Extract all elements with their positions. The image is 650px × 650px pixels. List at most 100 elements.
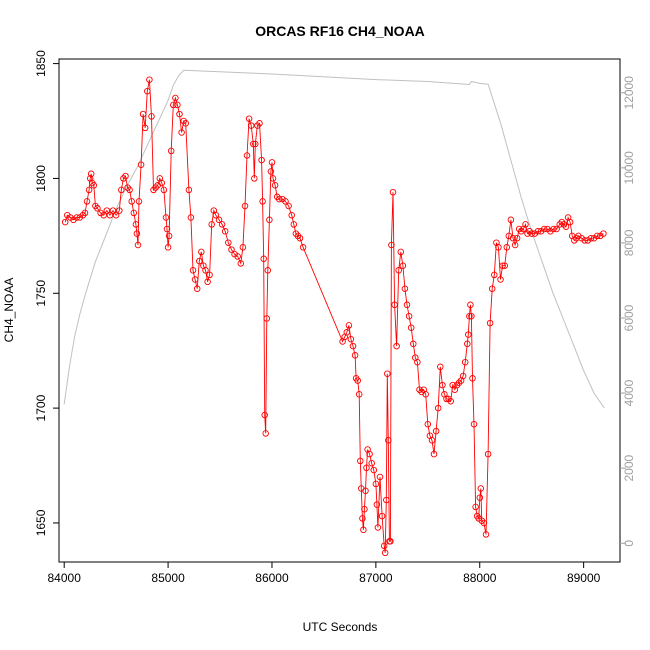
ch4-point <box>464 340 471 348</box>
ch4-point <box>439 381 446 389</box>
ch4-point <box>106 211 114 219</box>
y-tick-label: 1850 <box>34 50 48 77</box>
ch4-point <box>424 420 432 428</box>
ch4-series <box>61 76 607 557</box>
ch4-point <box>484 450 492 458</box>
ch4-point <box>112 211 120 219</box>
ch4-point <box>362 487 369 495</box>
ch4-point <box>165 232 173 240</box>
ch4-point <box>540 225 548 233</box>
y-axis-label: CH4_NOAA <box>2 278 16 343</box>
ch4-point <box>187 214 195 221</box>
ch4-point <box>600 230 607 237</box>
right-y-tick-label: 8000 <box>622 229 636 256</box>
ch4-point <box>366 450 373 458</box>
ch4-point <box>469 375 476 382</box>
ch4-point <box>497 276 504 283</box>
ch4-point <box>132 221 140 228</box>
ch4-point <box>359 515 366 522</box>
ch4-point <box>459 372 467 380</box>
ch4-point <box>241 202 249 210</box>
ch4-point <box>405 312 413 320</box>
ch4-point <box>73 214 80 221</box>
ch4-point <box>215 216 223 224</box>
ch4-point <box>461 358 469 366</box>
ch4-point <box>553 225 560 233</box>
ch4-point <box>571 237 578 244</box>
ch4-point <box>261 411 268 419</box>
y-tick-label: 1750 <box>34 280 48 307</box>
ch4-point <box>428 437 436 444</box>
altitude-line <box>63 69 605 409</box>
ch4-point <box>499 262 506 269</box>
ch4-point <box>389 188 397 196</box>
ch4-point <box>269 175 277 182</box>
ch4-point <box>172 94 179 102</box>
ch4-point <box>268 159 276 166</box>
ch4-point <box>550 225 557 233</box>
ch4-point <box>256 120 263 127</box>
ch4-point <box>397 248 405 256</box>
ch4-point <box>139 110 147 118</box>
ch4-point <box>466 312 473 320</box>
ch4-point <box>126 186 133 194</box>
ch4-point <box>480 519 488 527</box>
ch4-point <box>250 140 257 148</box>
ch4-point <box>587 234 595 242</box>
ch4-point <box>410 340 417 348</box>
ch4-point <box>393 342 400 350</box>
ch4-point <box>90 182 98 189</box>
ch4-point <box>167 147 175 155</box>
right-y-tick-label: 4000 <box>622 379 636 406</box>
ch4-point <box>380 542 388 550</box>
ch4-point <box>360 526 367 534</box>
ch4-point <box>103 207 111 214</box>
ch4-point <box>239 244 247 251</box>
ch4-point <box>144 87 151 95</box>
ch4-point <box>395 267 402 274</box>
ch4-point <box>176 110 183 118</box>
ch4-point <box>174 101 181 109</box>
ch4-point <box>378 512 386 520</box>
right-y-tick-label: 0 <box>622 540 636 547</box>
ch4-point <box>158 179 166 187</box>
plot-frame <box>58 58 621 563</box>
ch4-point <box>118 186 125 194</box>
ch4-point <box>391 301 398 309</box>
ch4-line <box>64 79 604 553</box>
ch4-point <box>437 363 444 371</box>
ch4-point <box>347 335 355 343</box>
y-tick-label: 1700 <box>34 394 48 421</box>
right-y-tick-label: 6000 <box>622 304 636 331</box>
ch4-point <box>357 457 364 465</box>
ch4-point <box>198 248 205 256</box>
ch4-point <box>81 209 89 217</box>
ch4-point <box>355 391 363 398</box>
ch4-point <box>141 124 149 132</box>
ch4-point <box>354 377 361 384</box>
ch4-point <box>374 524 382 531</box>
ch4-point <box>83 198 91 205</box>
ch4-point <box>221 228 229 235</box>
ch4-point <box>243 152 251 159</box>
ch4-point <box>351 352 359 359</box>
ch4-point <box>185 186 193 194</box>
ch4-point <box>422 391 429 398</box>
ch4-point <box>343 329 351 336</box>
ch4-point <box>163 225 171 233</box>
ch4-point <box>472 503 479 511</box>
ch4-point <box>275 195 283 203</box>
ch4-point <box>581 237 588 244</box>
ch4-point <box>182 120 189 127</box>
ch4-point <box>384 370 391 377</box>
right-y-tick-label: 2000 <box>622 454 636 481</box>
ch4-point <box>266 216 273 224</box>
ch4-point <box>383 496 390 504</box>
right-y-axis: 0 2000 4000 6000 8000 10000 12000 <box>620 76 636 547</box>
ch4-point <box>528 230 535 237</box>
ch4-point <box>85 186 93 194</box>
y-tick-label: 1650 <box>34 509 48 536</box>
ch4-point <box>495 244 502 251</box>
ch4-point <box>385 437 392 444</box>
